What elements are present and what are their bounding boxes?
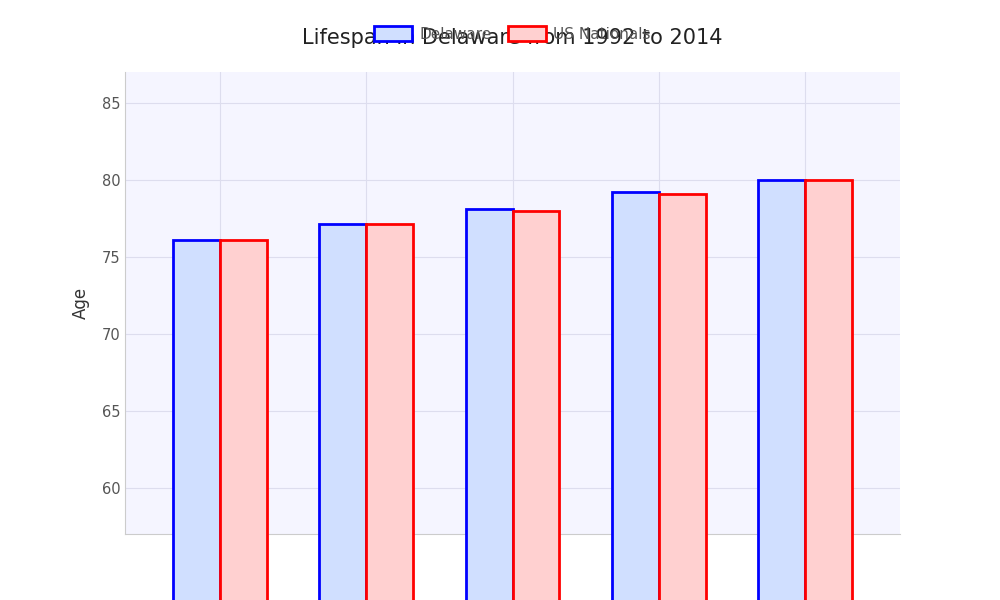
X-axis label: Year: Year bbox=[495, 565, 530, 583]
Bar bbox=[466, 209, 512, 600]
Title: Lifespan in Delaware from 1992 to 2014: Lifespan in Delaware from 1992 to 2014 bbox=[302, 28, 723, 48]
Bar bbox=[173, 240, 220, 600]
Bar bbox=[659, 194, 706, 600]
Bar bbox=[758, 180, 805, 600]
Y-axis label: Age: Age bbox=[72, 287, 90, 319]
Bar bbox=[612, 192, 659, 600]
Bar bbox=[319, 224, 366, 600]
Bar bbox=[512, 211, 559, 600]
Bar bbox=[366, 224, 413, 600]
Legend: Delaware, US Nationals: Delaware, US Nationals bbox=[368, 20, 657, 48]
Bar bbox=[805, 180, 852, 600]
Bar bbox=[220, 240, 267, 600]
